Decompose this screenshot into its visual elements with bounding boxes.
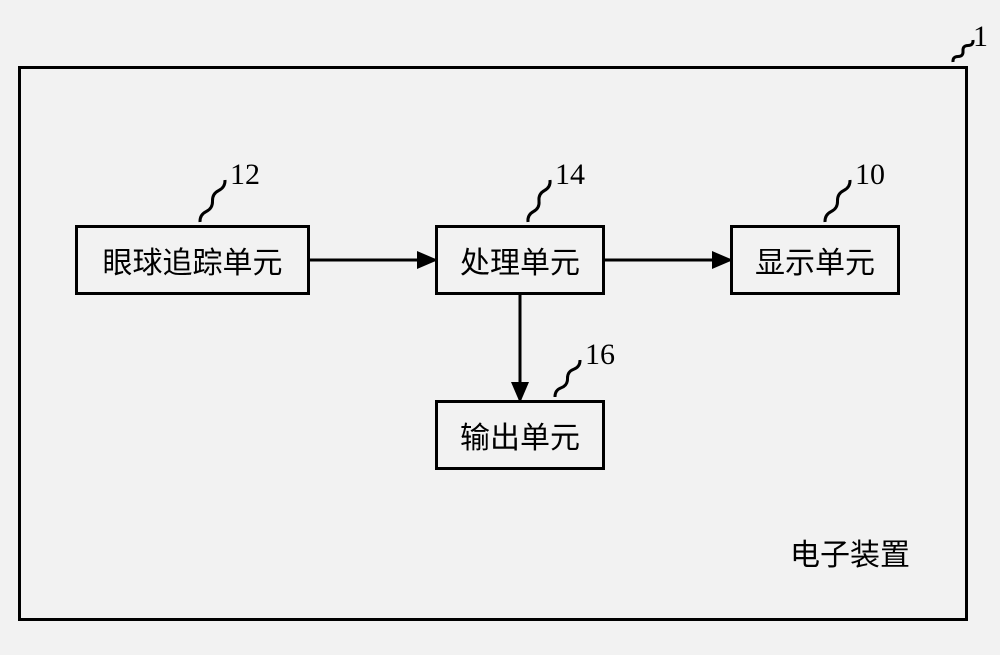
connector-layer [0, 0, 1000, 655]
diagram-canvas: 眼球追踪单元 处理单元 显示单元 输出单元 电子装置 1 12 14 10 16 [0, 0, 1000, 655]
